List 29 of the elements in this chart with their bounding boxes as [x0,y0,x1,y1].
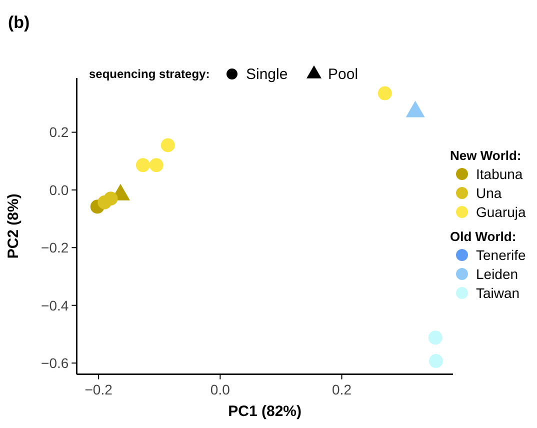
annotation: Old World: [450,229,516,244]
legend-title: sequencing strategy: [89,67,210,81]
point [428,354,443,368]
y-tick-label: −0.6 [41,355,69,372]
legend-label: Tenerife [476,247,526,263]
point [160,138,175,152]
point [136,158,150,172]
annotation: Pool [328,66,358,83]
legend-label: Leiden [476,266,518,282]
x-tick-label: 0.0 [210,381,230,398]
point [149,158,164,172]
y-tick-label: −0.2 [41,240,69,256]
point [378,86,392,100]
y-tick-label: −0.4 [41,297,69,314]
legend-label: Guaruja [476,204,526,220]
y-axis-title: PC2 (8%) [5,194,22,259]
x-tick-label: 0.2 [332,381,352,398]
point [428,330,442,345]
x-tick-label: −0.2 [84,381,113,398]
y-tick-label: 0.0 [49,182,69,198]
annotation: New World: [450,148,522,163]
chart-title: (b) [8,13,30,32]
annotation: Single [246,66,288,83]
point [104,192,118,206]
y-tick-label: 0.2 [49,124,69,140]
legend-label: Taiwan [476,285,520,301]
x-axis-title: PC1 (82%) [228,403,302,420]
legend-label: Itabuna [476,166,523,182]
legend-label: Una [476,185,502,201]
